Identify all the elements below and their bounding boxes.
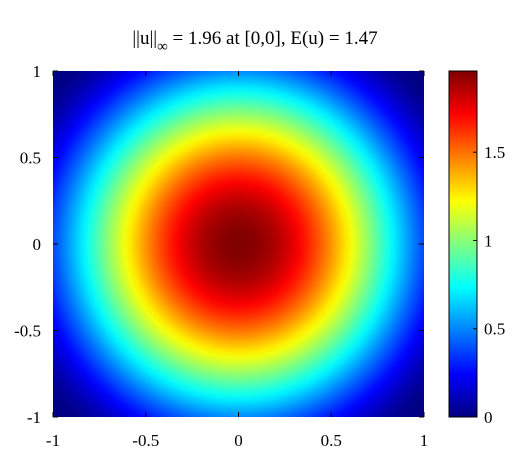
y-tick-label: 0 [33, 235, 42, 254]
heatmap-field [53, 71, 424, 417]
colorbar-tick-label: 0.5 [484, 320, 505, 339]
title-norm: ||u|| [132, 28, 157, 49]
x-tick-label: 0.5 [321, 431, 342, 450]
y-tick-label: -0.5 [14, 322, 41, 341]
x-tick-label: -1 [46, 431, 60, 450]
y-axis: 1 0.5 0 -0.5 -1 [14, 62, 424, 427]
x-tick-label: -0.5 [132, 431, 159, 450]
y-tick-label: 0.5 [20, 149, 41, 168]
x-tick-label: 1 [420, 431, 429, 450]
heatmap-group [53, 71, 424, 417]
colorbar-axis: 0 0.5 1 1.5 [473, 143, 505, 427]
chart-title: ||u||∞ = 1.96 at [0,0], E(u) = 1.47 [132, 28, 377, 55]
colorbar-tick-label: 1.5 [484, 143, 505, 162]
title-rest: = 1.96 at [0,0], E(u) = 1.47 [168, 28, 378, 49]
colorbar-tick-label: 1 [484, 231, 493, 250]
colorbar [448, 70, 478, 418]
title-norm-subscript: ∞ [157, 39, 168, 55]
x-axis: -1 -0.5 0 0.5 1 [46, 71, 428, 450]
y-tick-label: -1 [27, 408, 41, 427]
x-tick-label: 0 [234, 431, 243, 450]
y-tick-label: 1 [33, 62, 42, 81]
colorbar-tick-label: 0 [484, 408, 493, 427]
